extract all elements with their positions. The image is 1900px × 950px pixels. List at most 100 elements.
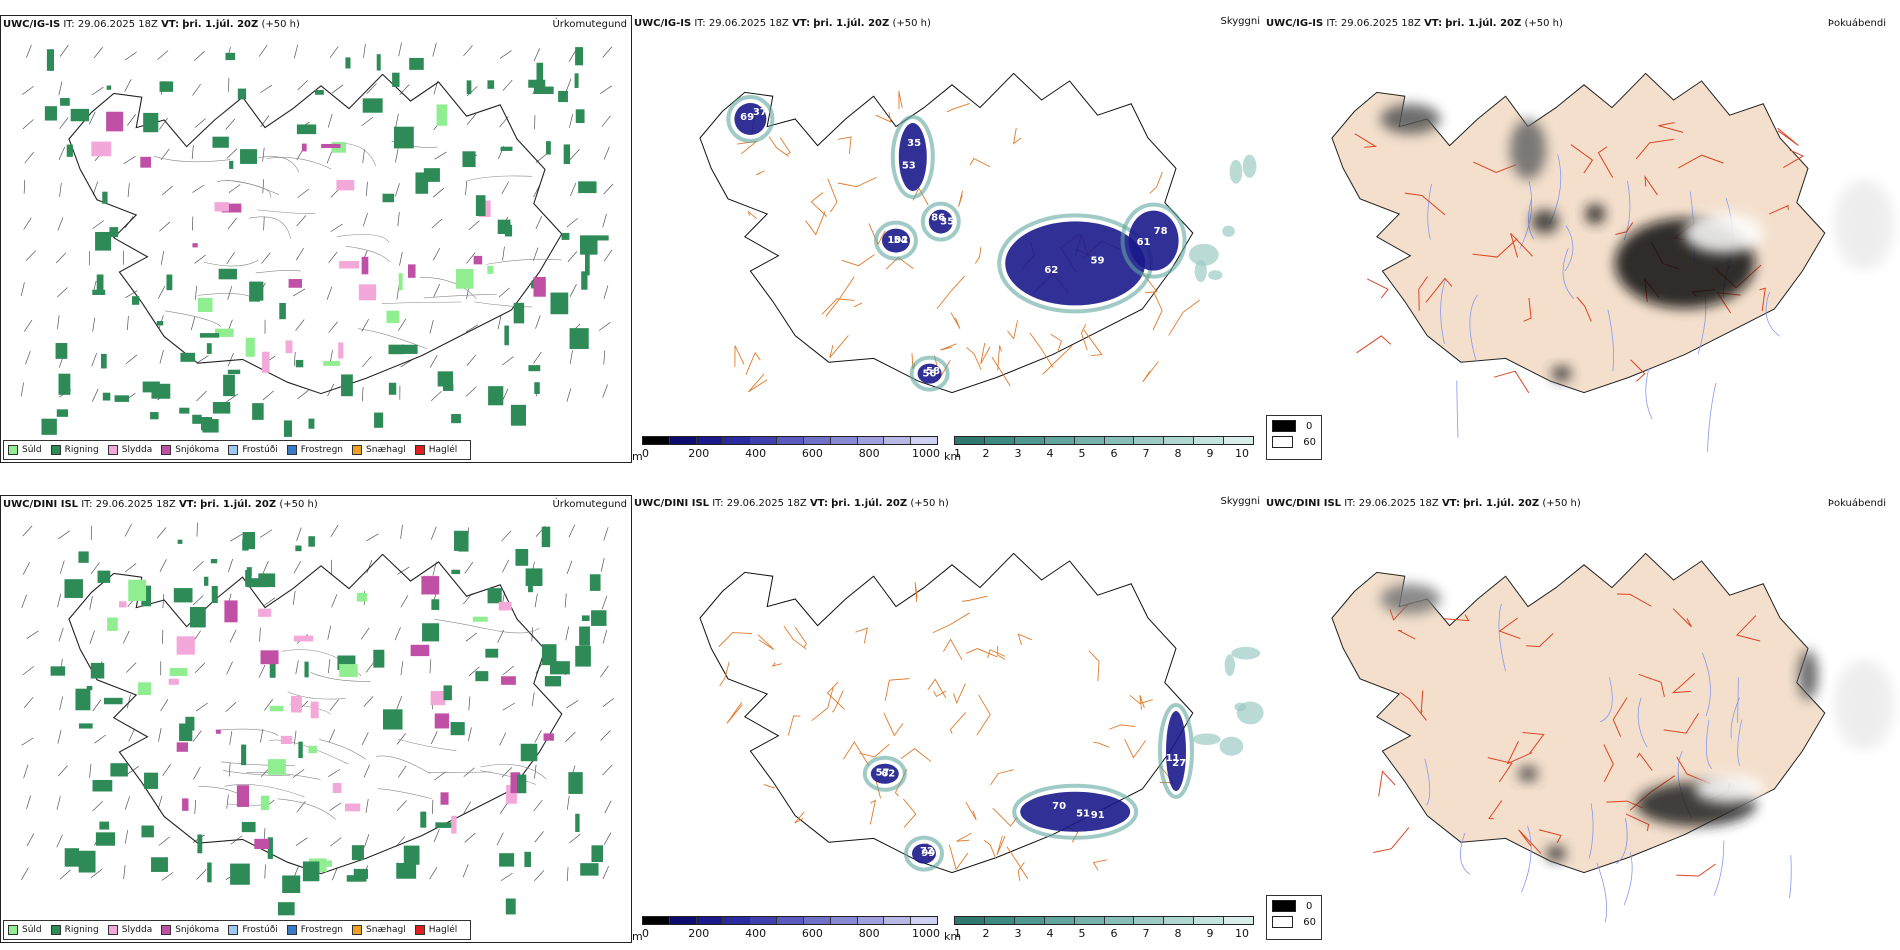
wind-barb — [366, 83, 377, 94]
river-line — [1588, 803, 1594, 859]
legend-swatch — [8, 925, 18, 935]
precip-cell — [382, 193, 395, 203]
legend-swatch — [8, 445, 18, 455]
precip-cell — [64, 848, 80, 867]
wind-barb — [499, 801, 509, 814]
road-line — [1526, 633, 1554, 648]
fog-swatch — [1272, 436, 1294, 448]
legend-swatch — [228, 445, 239, 455]
legend-item: Snæhagl — [352, 445, 406, 455]
colorbar-tick: 4 — [1046, 447, 1054, 460]
wind-barb — [466, 86, 478, 97]
precip-cell — [114, 395, 129, 402]
wind-barb — [466, 252, 476, 264]
wind-barb — [501, 356, 514, 366]
model-name: UWC/IG-IS — [1266, 18, 1324, 29]
it-value: 29.06.2025 18Z — [726, 498, 807, 509]
wind-barb — [602, 697, 615, 707]
precip-cell — [358, 284, 377, 301]
precip-cell — [46, 49, 55, 71]
wind-barb — [226, 794, 229, 809]
wind-barb — [362, 213, 368, 227]
river-line — [1623, 180, 1631, 241]
wind-barb — [603, 249, 613, 262]
legend-item: Frostúði — [228, 445, 278, 455]
road-line — [1378, 770, 1396, 797]
legend-swatch — [286, 445, 297, 455]
precip-cell — [44, 106, 57, 121]
wind-barb — [468, 220, 480, 231]
wind-barb — [468, 696, 471, 711]
wind-barb — [56, 796, 61, 810]
panel-header: UWC/DINI ISL IT: 29.06.2025 18Z VT: þri.… — [3, 499, 318, 510]
precip-cell — [245, 337, 255, 357]
wind-barb — [25, 250, 36, 261]
road-line — [1088, 650, 1100, 682]
wind-barb — [21, 867, 29, 880]
wind-barb — [602, 764, 613, 776]
precip-cell — [75, 688, 91, 711]
road-line — [255, 270, 301, 274]
precip-cell — [240, 149, 258, 164]
road-line — [1635, 138, 1674, 160]
precip-cell — [308, 418, 315, 429]
wind-barb — [230, 533, 243, 542]
it-value: 29.06.2025 18Z — [708, 18, 789, 29]
wind-barb — [258, 664, 266, 678]
colorbar-step — [1014, 917, 1045, 924]
wind-barb — [26, 630, 39, 639]
legend-item: Haglél — [414, 925, 457, 935]
lead-time: (+50 h) — [1542, 498, 1581, 509]
precip-cell — [241, 744, 247, 766]
precip-cell — [173, 588, 193, 603]
road-line — [220, 761, 295, 766]
road-line — [1029, 332, 1054, 368]
legend-label: Haglél — [428, 445, 458, 455]
precip-cell — [182, 798, 189, 811]
wind-barb — [603, 285, 609, 300]
fog-swatch — [1272, 900, 1296, 912]
road-line — [996, 835, 1006, 856]
colorbar-step — [884, 437, 912, 444]
wind-barb — [462, 864, 469, 878]
road-line — [992, 807, 1018, 827]
wind-barb — [260, 115, 270, 128]
wind-barb — [160, 698, 169, 712]
precip-cell — [533, 86, 554, 95]
wind-barb — [89, 763, 92, 778]
wind-barb — [400, 595, 409, 608]
colorbar-tick: 7 — [1142, 447, 1150, 460]
legend-label: Snjókoma — [175, 925, 220, 935]
precip-cell — [302, 861, 320, 882]
legend-swatch — [107, 925, 118, 935]
precip-cell — [345, 57, 351, 69]
visibility-area — [1012, 783, 1139, 840]
river-line — [1596, 862, 1608, 923]
wind-barb — [326, 150, 333, 164]
precip-cell — [420, 811, 427, 828]
precip-cell — [393, 126, 414, 149]
wind-barb — [603, 183, 614, 195]
cloudbase-area — [1005, 221, 1146, 306]
it-value: 29.06.2025 18Z — [1340, 18, 1421, 29]
road-line — [936, 275, 965, 309]
wind-barb — [162, 763, 171, 776]
wind-barb — [193, 766, 201, 780]
colorbar-step — [830, 437, 858, 444]
precip-cell — [221, 203, 242, 213]
colorbar-step — [1074, 917, 1105, 924]
it-value: 29.06.2025 18Z — [1358, 498, 1439, 509]
wind-barb — [466, 354, 477, 366]
wind-barb — [331, 594, 338, 608]
colorbar-tick: 200 — [688, 927, 710, 940]
precip-cell — [143, 112, 159, 133]
wind-barb — [365, 660, 375, 673]
road-line — [1006, 846, 1029, 880]
visibility-area — [1224, 654, 1236, 677]
road-line — [1404, 192, 1446, 216]
colorbar-step — [857, 917, 885, 924]
panel-title: Þokuábendi — [1827, 18, 1886, 29]
precip-cell — [403, 845, 420, 865]
fog-legend-value: 0 — [1306, 420, 1313, 432]
model-name: UWC/DINI ISL — [3, 499, 79, 510]
